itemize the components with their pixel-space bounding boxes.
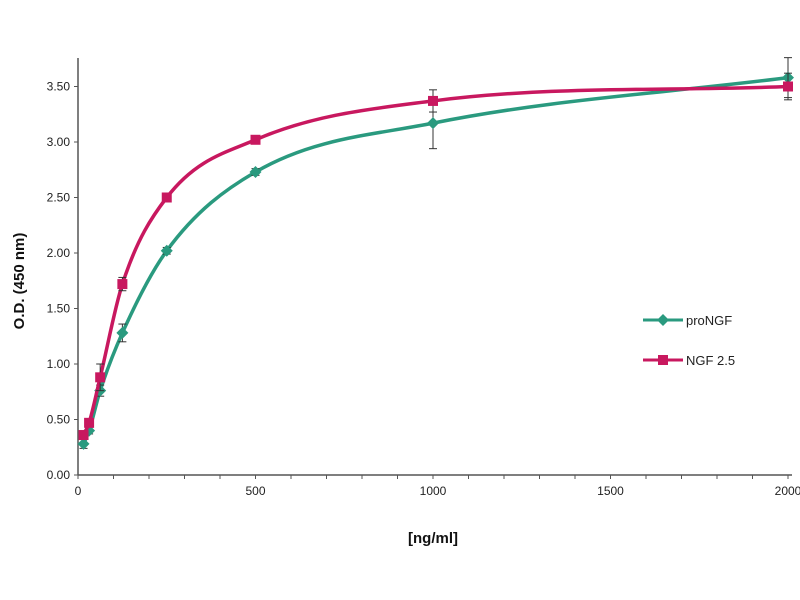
x-tick-label: 1500 bbox=[597, 484, 624, 498]
legend-label: proNGF bbox=[686, 313, 732, 328]
axes: 0 500 1000 1500 2000 0.00 0.50 1.00 1.50 2.00 2.50… bbox=[47, 58, 800, 498]
legend-marker bbox=[658, 355, 668, 365]
y-tick-label: 1.50 bbox=[47, 302, 71, 316]
series-layer bbox=[77, 57, 794, 450]
legend-item: proNGF bbox=[643, 313, 732, 328]
data-point bbox=[428, 95, 438, 106]
y-tick-label: 0.50 bbox=[47, 413, 71, 427]
data-point bbox=[249, 165, 262, 178]
data-point bbox=[783, 81, 793, 92]
data-point bbox=[160, 244, 173, 257]
y-tick-label: 0.00 bbox=[47, 468, 71, 482]
x-tick-label: 2000 bbox=[775, 484, 800, 498]
y-tick-label: 2.00 bbox=[47, 246, 71, 260]
y-tick-label: 3.00 bbox=[47, 135, 71, 149]
x-tick-label: 0 bbox=[75, 484, 82, 498]
data-point bbox=[117, 279, 128, 290]
y-axis-label: O.D. (450 nm) bbox=[11, 233, 28, 330]
series-line bbox=[81, 75, 789, 445]
series-prongf bbox=[77, 57, 794, 450]
data-point bbox=[250, 134, 261, 145]
series-line bbox=[81, 84, 789, 436]
y-tick-label: 3.50 bbox=[47, 80, 71, 94]
x-tick-label: 1000 bbox=[420, 484, 447, 498]
x-tick-label: 500 bbox=[245, 484, 265, 498]
data-point bbox=[427, 117, 439, 130]
legend: proNGF NGF 2.5 bbox=[643, 313, 735, 368]
legend-marker bbox=[657, 314, 669, 326]
y-tick-label: 1.00 bbox=[47, 357, 71, 371]
x-axis-label: [ng/ml] bbox=[408, 530, 458, 547]
data-point bbox=[95, 372, 106, 383]
y-tick-label: 2.50 bbox=[47, 191, 71, 205]
legend-item: NGF 2.5 bbox=[643, 353, 735, 368]
data-point bbox=[78, 430, 89, 441]
series-ngf-2-5 bbox=[78, 72, 793, 441]
data-point bbox=[116, 326, 129, 339]
legend-label: NGF 2.5 bbox=[686, 353, 735, 368]
data-point bbox=[84, 417, 95, 428]
data-point bbox=[77, 437, 90, 450]
data-point bbox=[161, 192, 172, 203]
